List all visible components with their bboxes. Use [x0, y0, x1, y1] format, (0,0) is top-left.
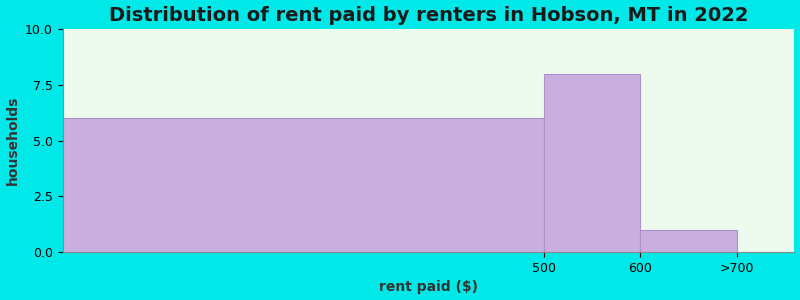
Bar — [640, 230, 737, 252]
X-axis label: rent paid ($): rent paid ($) — [379, 280, 478, 294]
Bar — [544, 74, 640, 252]
Y-axis label: households: households — [6, 96, 19, 185]
Bar — [62, 118, 544, 252]
Title: Distribution of rent paid by renters in Hobson, MT in 2022: Distribution of rent paid by renters in … — [109, 6, 748, 25]
